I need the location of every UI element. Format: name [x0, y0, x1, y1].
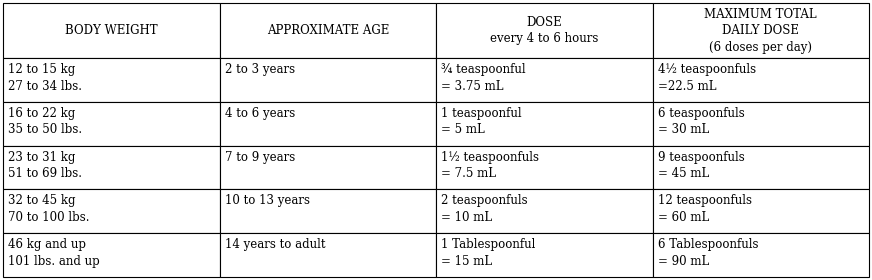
Bar	[652, 189, 869, 233]
Text: 6 teaspoonfuls
= 30 mL: 6 teaspoonfuls = 30 mL	[657, 107, 744, 136]
Text: 2 to 3 years: 2 to 3 years	[224, 63, 295, 76]
Text: 1½ teaspoonfuls
= 7.5 mL: 1½ teaspoonfuls = 7.5 mL	[441, 151, 539, 180]
Text: 16 to 22 kg
35 to 50 lbs.: 16 to 22 kg 35 to 50 lbs.	[8, 107, 82, 136]
Text: DOSE
every 4 to 6 hours: DOSE every 4 to 6 hours	[490, 16, 598, 45]
Bar	[3, 233, 220, 277]
Text: BODY WEIGHT: BODY WEIGHT	[65, 24, 158, 37]
Text: 7 to 9 years: 7 to 9 years	[224, 151, 295, 164]
Text: 46 kg and up
101 lbs. and up: 46 kg and up 101 lbs. and up	[8, 238, 99, 268]
Text: 32 to 45 kg
70 to 100 lbs.: 32 to 45 kg 70 to 100 lbs.	[8, 194, 90, 224]
Bar	[436, 146, 652, 189]
Text: 14 years to adult: 14 years to adult	[224, 238, 325, 251]
Text: 6 Tablespoonfuls
= 90 mL: 6 Tablespoonfuls = 90 mL	[657, 238, 758, 268]
Bar	[652, 58, 869, 102]
Bar	[436, 233, 652, 277]
Bar	[3, 3, 220, 58]
Bar	[220, 58, 436, 102]
Bar	[652, 102, 869, 146]
Bar	[436, 102, 652, 146]
Bar	[3, 189, 220, 233]
Text: 12 to 15 kg
27 to 34 lbs.: 12 to 15 kg 27 to 34 lbs.	[8, 63, 82, 92]
Bar	[220, 3, 436, 58]
Bar	[3, 58, 220, 102]
Text: 1 Tablespoonful
= 15 mL: 1 Tablespoonful = 15 mL	[441, 238, 535, 268]
Bar	[220, 102, 436, 146]
Bar	[220, 233, 436, 277]
Text: 9 teaspoonfuls
= 45 mL: 9 teaspoonfuls = 45 mL	[657, 151, 744, 180]
Bar	[652, 146, 869, 189]
Bar	[652, 233, 869, 277]
Text: ¾ teaspoonful
= 3.75 mL: ¾ teaspoonful = 3.75 mL	[441, 63, 526, 92]
Text: APPROXIMATE AGE: APPROXIMATE AGE	[267, 24, 389, 37]
Text: 2 teaspoonfuls
= 10 mL: 2 teaspoonfuls = 10 mL	[441, 194, 528, 224]
Bar	[436, 58, 652, 102]
Bar	[436, 189, 652, 233]
Bar	[3, 146, 220, 189]
Text: 4½ teaspoonfuls
=22.5 mL: 4½ teaspoonfuls =22.5 mL	[657, 63, 756, 92]
Text: 4 to 6 years: 4 to 6 years	[224, 107, 295, 120]
Text: 10 to 13 years: 10 to 13 years	[224, 194, 310, 207]
Text: MAXIMUM TOTAL
DAILY DOSE
(6 doses per day): MAXIMUM TOTAL DAILY DOSE (6 doses per da…	[705, 8, 817, 53]
Bar	[220, 189, 436, 233]
Text: 23 to 31 kg
51 to 69 lbs.: 23 to 31 kg 51 to 69 lbs.	[8, 151, 82, 180]
Bar	[3, 102, 220, 146]
Text: 1 teaspoonful
= 5 mL: 1 teaspoonful = 5 mL	[441, 107, 521, 136]
Bar	[436, 3, 652, 58]
Bar	[652, 3, 869, 58]
Bar	[220, 146, 436, 189]
Text: 12 teaspoonfuls
= 60 mL: 12 teaspoonfuls = 60 mL	[657, 194, 752, 224]
